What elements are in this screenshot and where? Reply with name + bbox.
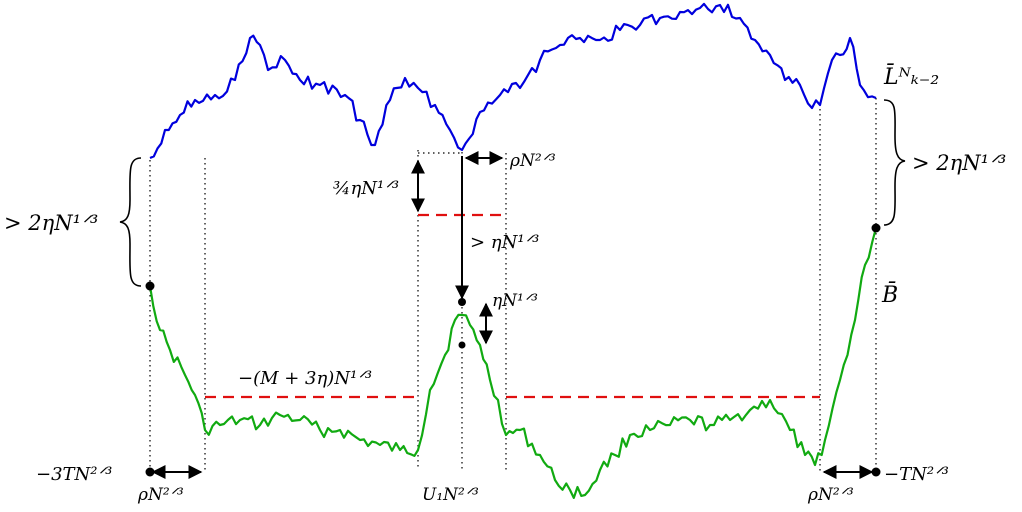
point-left-axis — [145, 467, 155, 477]
label-rho-top: ρN²ᐟ³ — [509, 151, 556, 171]
label-rho-right: ρN²ᐟ³ — [807, 485, 854, 505]
label-right-endpoint: −TN²ᐟ³ — [884, 464, 949, 485]
label-gap-left: > 2ηN¹ᐟ³ — [4, 211, 98, 235]
point-right-end — [871, 223, 881, 233]
label-u1: U₁N²ᐟ³ — [422, 485, 479, 505]
dotted-guides — [149, 98, 877, 472]
label-level: −(M + 3η)N¹ᐟ³ — [238, 368, 372, 389]
top-curve — [149, 2, 877, 160]
bottom-curve — [148, 227, 878, 499]
label-three-quarter: ¾ηN¹ᐟ³ — [333, 178, 399, 199]
points — [145, 223, 881, 477]
label-top-curve: L̄ᴺₖ₋₂ — [883, 63, 939, 90]
point-arrow-tip — [458, 298, 466, 306]
label-left-endpoint: −3TN²ᐟ³ — [36, 464, 112, 485]
label-gap-right: > 2ηN¹ᐟ³ — [912, 151, 1006, 175]
arrows — [151, 151, 874, 479]
label-bottom-curve: B̄ — [881, 281, 898, 308]
brace-left — [119, 157, 142, 287]
point-curve-peak — [458, 341, 466, 349]
point-left-start — [145, 281, 155, 291]
label-rho-left: ρN²ᐟ³ — [137, 485, 184, 505]
label-eta: ηN¹ᐟ³ — [492, 291, 538, 311]
brace-right — [883, 99, 906, 226]
label-gt-eta: > ηN¹ᐟ³ — [470, 232, 539, 253]
point-right-axis — [871, 467, 881, 477]
